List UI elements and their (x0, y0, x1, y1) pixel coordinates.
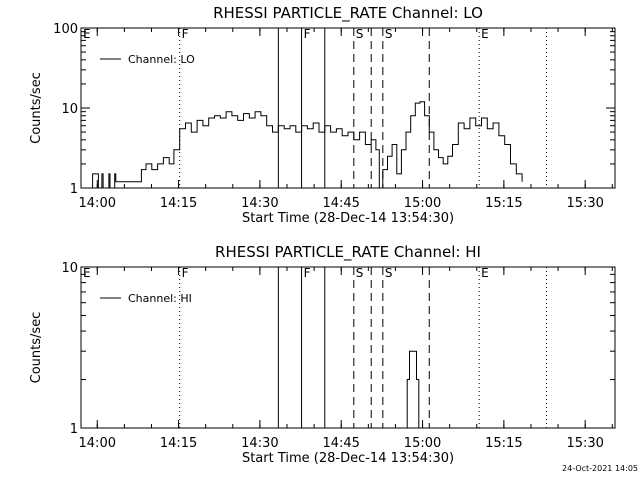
event-marker-label: E (83, 266, 91, 280)
y-tick-label: 100 (53, 22, 78, 37)
x-tick-label: 14:00 (79, 436, 116, 451)
x-axis-label: Start Time (28-Dec-14 13:54:30) (242, 451, 454, 466)
chart-title: RHESSI PARTICLE_RATE Channel: HI (215, 243, 481, 262)
x-tick-label: 15:00 (404, 436, 441, 451)
y-tick-label: 1 (70, 182, 78, 197)
x-tick-label: 15:00 (404, 196, 441, 211)
event-marker-label: F (182, 266, 189, 280)
event-marker-label: S (356, 27, 364, 41)
event-marker-label: S (385, 266, 393, 280)
data-series-line (81, 101, 523, 189)
legend-label: Channel: LO (128, 53, 195, 66)
x-tick-label: 15:30 (566, 436, 603, 451)
x-tick-label: 14:15 (160, 196, 197, 211)
event-marker-label: E (83, 27, 91, 41)
timestamp: 24-Oct-2021 14:05 (562, 464, 638, 473)
y-tick-label: 10 (61, 261, 78, 276)
x-tick-label: 15:15 (485, 436, 522, 451)
x-tick-label: 14:30 (241, 436, 278, 451)
x-tick-label: 14:30 (241, 196, 278, 211)
event-marker-label: S (385, 27, 393, 41)
event-marker-label: E (481, 27, 489, 41)
legend-label: Channel: HI (128, 292, 192, 305)
y-tick-label: 1 (70, 422, 78, 437)
event-marker-label: E (481, 266, 489, 280)
x-tick-label: 14:15 (160, 436, 197, 451)
chart-title: RHESSI PARTICLE_RATE Channel: LO (213, 4, 483, 23)
y-axis-label: Counts/sec (29, 312, 44, 384)
x-axis-label: Start Time (28-Dec-14 13:54:30) (242, 211, 454, 226)
y-axis-label: Counts/sec (29, 72, 44, 144)
x-tick-label: 15:15 (485, 196, 522, 211)
event-marker-label: F (304, 27, 311, 41)
event-marker-label: F (182, 27, 189, 41)
event-marker-label: S (356, 266, 364, 280)
plot-frame (80, 266, 616, 429)
data-series-line (404, 350, 420, 429)
x-tick-label: 14:45 (322, 436, 359, 451)
x-tick-label: 15:30 (566, 196, 603, 211)
event-marker-label: F (304, 266, 311, 280)
y-tick-label: 10 (61, 102, 78, 117)
x-tick-label: 14:45 (322, 196, 359, 211)
x-tick-label: 14:00 (79, 196, 116, 211)
